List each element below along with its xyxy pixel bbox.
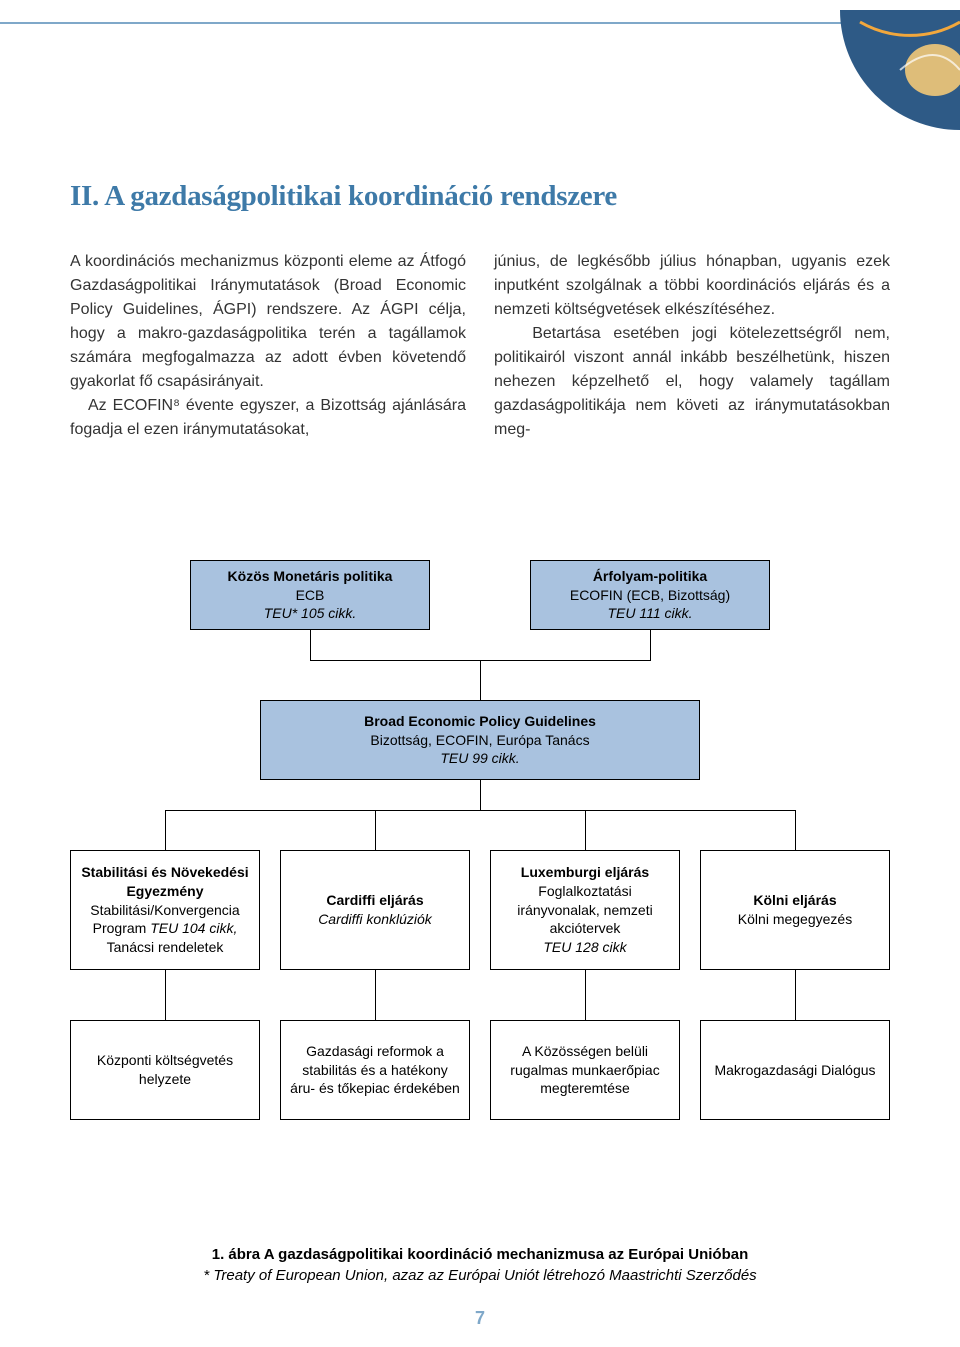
node-sub: TEU* 105 cikk. [264, 604, 357, 623]
body-text: A koordinációs mechanizmus központi elem… [70, 250, 890, 442]
node-sub: Stabilitási/Konvergencia Program TEU 104… [79, 901, 251, 958]
body-col-left: A koordinációs mechanizmus központi elem… [70, 250, 466, 442]
caption-line1: 1. ábra A gazdaságpolitikai koordináció … [70, 1244, 890, 1266]
node-cologne: Kölni eljárás Kölni megegyezés [700, 850, 890, 970]
node-fx-policy: Árfolyam-politika ECOFIN (ECB, Bizottság… [530, 560, 770, 630]
node-sub: ECB [296, 586, 325, 605]
node-sub: Bizottság, ECOFIN, Európa Tanács [370, 731, 589, 750]
node-title: Stabilitási és Növekedési Egyezmény [79, 863, 251, 901]
corner-logo [840, 10, 960, 130]
page-number: 7 [0, 1308, 960, 1329]
figure-caption: 1. ábra A gazdaságpolitikai koordináció … [70, 1244, 890, 1288]
node-title: Broad Economic Policy Guidelines [364, 712, 596, 731]
node-title: Kölni eljárás [753, 891, 836, 910]
node-central-budget: Központi költségvetés helyzete [70, 1020, 260, 1120]
node-cardiff: Cardiffi eljárás Cardiffi konklúziók [280, 850, 470, 970]
node-monetary-policy: Közös Monetáris politika ECB TEU* 105 ci… [190, 560, 430, 630]
node-luxembourg: Luxemburgi eljárás Foglalkoztatási irány… [490, 850, 680, 970]
node-sub: Gazdasági reformok a stabilitás és a hat… [289, 1042, 461, 1099]
node-sub: TEU 128 cikk [543, 938, 626, 957]
node-sub: Makrogazdasági Dialógus [714, 1061, 875, 1080]
body-col-right: június, de legkésőbb július hónapban, ug… [494, 250, 890, 442]
node-sub: TEU 99 cikk. [440, 749, 519, 768]
header-rule [0, 22, 960, 24]
node-sub: TEU 111 cikk. [607, 604, 692, 623]
node-bepg: Broad Economic Policy Guidelines Bizotts… [260, 700, 700, 780]
flowchart: Közös Monetáris politika ECB TEU* 105 ci… [70, 560, 890, 1237]
node-sub: Cardiffi konklúziók [318, 910, 432, 929]
node-title: Árfolyam-politika [593, 567, 707, 586]
node-sub: Foglalkoztatási irányvonalak, nemzeti ak… [499, 882, 671, 939]
node-sub: A Közösségen belüli rugalmas munkaerőpia… [499, 1042, 671, 1099]
node-labour: A Közösségen belüli rugalmas munkaerőpia… [490, 1020, 680, 1120]
node-sub: ECOFIN (ECB, Bizottság) [570, 586, 730, 605]
node-title: Luxemburgi eljárás [521, 863, 649, 882]
node-stability-pact: Stabilitási és Növekedési Egyezmény Stab… [70, 850, 260, 970]
node-sub: Kölni megegyezés [738, 910, 852, 929]
caption-line2: * Treaty of European Union, azaz az Euró… [70, 1265, 890, 1287]
page-title: II. A gazdaságpolitikai koordináció rend… [70, 180, 890, 213]
node-econ-reform: Gazdasági reformok a stabilitás és a hat… [280, 1020, 470, 1120]
node-macro-dialogue: Makrogazdasági Dialógus [700, 1020, 890, 1120]
node-title: Cardiffi eljárás [326, 891, 423, 910]
node-sub: Központi költségvetés helyzete [79, 1051, 251, 1089]
node-title: Közös Monetáris politika [228, 567, 393, 586]
